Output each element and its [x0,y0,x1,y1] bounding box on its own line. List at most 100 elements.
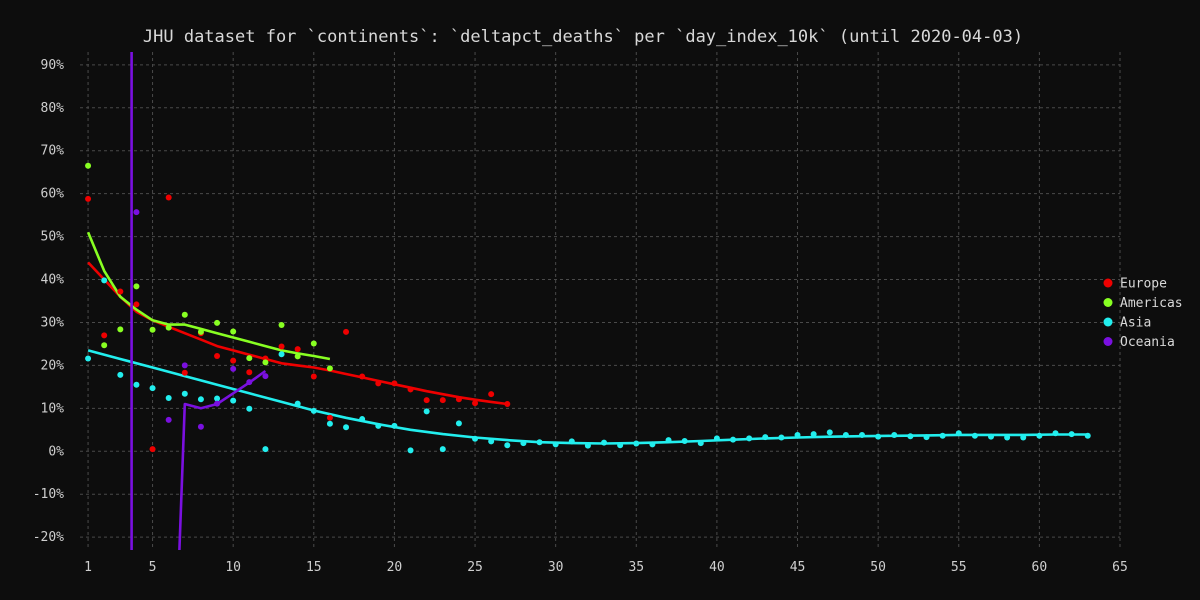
data-point-europe [423,397,430,404]
data-point-europe [488,391,495,398]
x-tick-label: 60 [1032,560,1048,575]
data-point-asia [778,434,785,441]
data-point-americas [246,355,253,362]
data-point-asia [875,433,882,440]
data-point-europe [214,352,221,359]
data-point-oceania [230,365,237,372]
data-point-americas [101,342,108,349]
data-point-asia [1052,430,1059,437]
trend-line-europe [87,261,508,406]
trend-line-oceania [130,52,267,550]
data-point-asia [891,431,898,438]
data-point-asia [859,431,866,438]
data-point-europe [294,346,301,353]
data-point-asia [1020,434,1027,441]
data-point-asia [472,435,479,442]
data-point-americas [310,340,317,347]
data-point-asia [1004,434,1011,441]
x-tick-label: 50 [870,560,886,575]
data-point-americas [117,326,124,333]
data-point-asia [633,440,640,447]
data-point-asia [149,385,156,392]
data-point-asia [1036,432,1043,439]
data-point-asia [520,440,527,447]
data-point-europe [343,328,350,335]
data-point-asia [681,437,688,444]
data-point-asia [617,442,624,449]
data-point-europe [391,380,398,387]
data-points [85,162,1091,454]
legend-label-oceania: Oceania [1120,335,1175,350]
y-tick-label: 60% [41,187,65,202]
data-point-europe [165,194,172,201]
x-tick-label: 45 [790,560,806,575]
data-point-asia [439,446,446,453]
data-point-asia [230,397,237,404]
data-point-americas [133,283,140,290]
data-point-asia [407,447,414,454]
y-tick-label: -20% [33,530,64,545]
data-point-oceania [181,362,188,369]
data-point-asia [649,441,656,448]
data-point-asia [214,395,221,402]
legend-marker-americas [1103,298,1113,307]
data-point-asia [697,440,704,447]
data-point-oceania [246,379,253,386]
y-tick-label: 0% [48,444,64,459]
data-point-europe [359,373,366,380]
data-point-asia [488,438,495,445]
data-point-oceania [165,416,172,423]
y-tick-label: 80% [41,101,65,116]
data-point-asia [181,390,188,397]
trend-line-americas [86,231,331,361]
data-point-asia [552,441,559,448]
y-tick-label: 90% [41,58,65,73]
data-point-asia [842,431,849,438]
y-tick-label: 10% [41,401,65,416]
data-point-asia [971,432,978,439]
data-point-asia [165,395,172,402]
data-point-asia [923,434,930,441]
y-tick-label: 20% [41,358,65,373]
data-point-americas [165,324,172,331]
data-point-europe [85,195,92,202]
chart-title: JHU dataset for `continents`: `deltapct_… [143,27,1023,47]
x-tick-label: 20 [387,560,403,575]
data-point-asia [278,351,285,358]
data-point-europe [278,343,285,350]
data-point-asia [310,407,317,414]
data-point-asia [730,436,737,443]
data-point-asia [794,431,801,438]
data-point-asia [988,433,995,440]
legend-marker-europe [1103,278,1113,288]
x-tick-label: 35 [628,560,644,575]
data-point-europe [504,401,511,408]
y-tick-label: 70% [41,144,65,159]
data-point-europe [149,446,156,453]
data-point-americas [294,353,301,360]
data-point-americas [326,365,333,372]
x-tick-label: 30 [548,560,564,575]
data-point-americas [214,319,221,326]
data-point-asia [762,434,769,441]
data-point-asia [568,438,575,445]
data-point-asia [601,439,608,446]
data-point-europe [246,369,253,376]
data-point-oceania [197,423,204,430]
data-point-asia [133,381,140,388]
data-point-asia [117,371,124,378]
x-tick-label: 1 [84,560,92,575]
data-point-europe [326,414,333,421]
data-point-europe [181,369,188,376]
data-point-asia [536,439,543,446]
data-point-europe [472,400,479,407]
data-point-asia [810,431,817,438]
x-tick-label: 10 [225,560,241,575]
legend-label-europe: Europe [1120,277,1167,292]
data-point-europe [101,332,108,339]
data-point-americas [278,322,285,329]
data-point-europe [439,397,446,404]
x-tick-label: 55 [951,560,967,575]
data-point-europe [375,380,382,387]
y-tick-label: 50% [41,230,65,245]
